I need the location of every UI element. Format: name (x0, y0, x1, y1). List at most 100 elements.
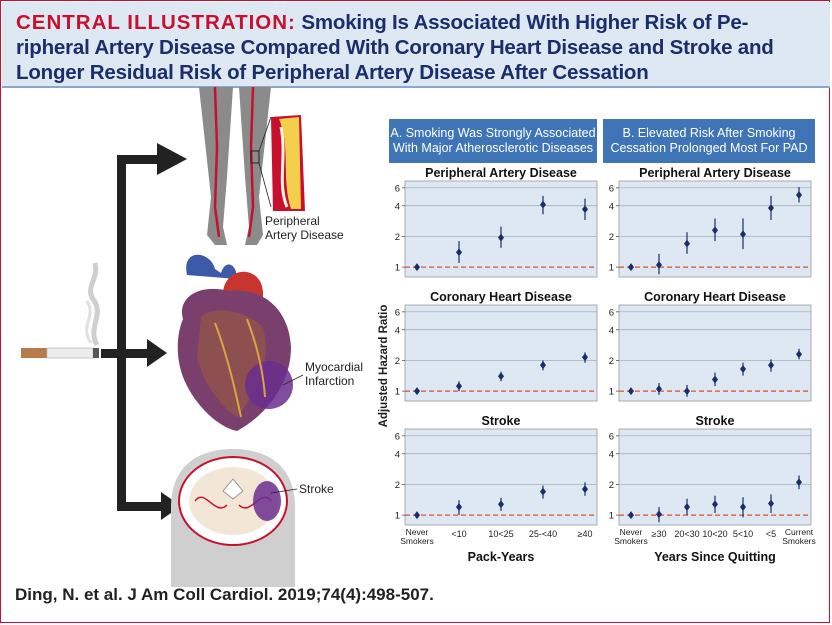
panel-a-heading-line-2: With Major Atherosclerotic Diseases (392, 141, 594, 155)
anatomy-illustration: Peripheral Artery Disease Myocardial Inf… (21, 87, 363, 587)
y-tick-label: 6 (395, 183, 400, 194)
plot-area (618, 304, 812, 402)
x-tick-label: 5<10 (733, 529, 753, 539)
data-point (768, 499, 774, 508)
chart-title: Peripheral Artery Disease (425, 166, 577, 180)
data-point (582, 353, 588, 362)
data-point (498, 500, 504, 509)
panel-a-heading: A. Smoking Was Strongly Associated With M… (389, 119, 597, 163)
title-line-2: ripheral Artery Disease Compared With Co… (16, 36, 774, 59)
y-tick-label: 2 (395, 232, 400, 243)
y-tick-label: 1 (609, 387, 614, 398)
title-banner: CENTRAL ILLUSTRATION: Smoking Is Associa… (2, 2, 830, 88)
mi-label-line-1: Myocardial (305, 360, 363, 374)
x-tick-label: 20<30 (674, 529, 699, 539)
data-point (414, 263, 420, 272)
x-tick-label: Never (406, 527, 429, 537)
title-line-3: Longer Residual Risk of Peripheral Arter… (16, 61, 649, 84)
heart-icon (177, 254, 293, 431)
x-tick-label: Smokers (614, 536, 648, 546)
y-tick-label: 4 (609, 449, 614, 460)
data-point (684, 503, 690, 512)
chart-title: Coronary Heart Disease (430, 290, 572, 304)
y-tick-label: 1 (395, 263, 400, 274)
y-tick-label: 2 (609, 232, 614, 243)
data-point (712, 500, 718, 509)
data-point (796, 191, 802, 200)
mi-label-line-2: Infarction (305, 374, 354, 388)
flow-arrows (101, 143, 187, 520)
data-point (498, 233, 504, 242)
data-point (796, 350, 802, 359)
chart-panel-4: Peripheral Artery Disease 1 2 4 6 (609, 166, 812, 278)
x-axis-label: Pack-Years (468, 550, 535, 564)
data-point (456, 248, 462, 257)
data-point (740, 230, 746, 239)
data-point (582, 485, 588, 494)
hazard-ratio-charts: Adjusted Hazard Ratio Peripheral Artery D… (378, 166, 816, 564)
x-axis-label: Years Since Quitting (654, 550, 776, 564)
panel-a-heading-line-1: A. Smoking Was Strongly Associated (390, 126, 596, 140)
title-line-1: Smoking Is Associated With Higher Risk o… (301, 11, 749, 34)
x-tick-label: ≥30 (652, 529, 667, 539)
legs-icon (199, 87, 305, 245)
chart-title: Coronary Heart Disease (644, 290, 786, 304)
y-tick-label: 2 (609, 356, 614, 367)
data-point (582, 205, 588, 214)
y-tick-label: 1 (395, 387, 400, 398)
y-tick-label: 6 (395, 431, 400, 442)
data-point (628, 263, 634, 272)
brain-icon (171, 449, 295, 587)
chart-panel-2: Coronary Heart Disease 1 2 4 6 (395, 290, 598, 402)
y-tick-label: 6 (395, 307, 400, 318)
panel-b-heading-line-1: B. Elevated Risk After Smoking (622, 126, 796, 140)
data-point (456, 382, 462, 391)
y-tick-label: 2 (395, 480, 400, 491)
chart-panel-5: Coronary Heart Disease 1 2 4 6 (609, 290, 812, 402)
y-tick-label: 6 (609, 307, 614, 318)
data-point (540, 200, 546, 209)
chart-title: Stroke (696, 414, 735, 428)
x-tick-label: Never (620, 527, 643, 537)
y-tick-label: 1 (395, 511, 400, 522)
citation: Ding, N. et al. J Am Coll Cardiol. 2019;… (15, 585, 434, 604)
data-point (656, 260, 662, 269)
figure-title: CENTRAL ILLUSTRATION: Smoking Is Associa… (16, 10, 824, 85)
y-axis-label: Adjusted Hazard Ratio (378, 305, 390, 428)
data-point (456, 503, 462, 512)
data-point (414, 387, 420, 396)
y-tick-label: 4 (609, 201, 614, 212)
plot-area (404, 304, 598, 402)
data-point (768, 204, 774, 213)
panel-b-heading: B. Elevated Risk After Smoking Cessation … (603, 119, 815, 163)
x-tick-label: Smokers (400, 536, 434, 546)
y-tick-label: 4 (395, 325, 400, 336)
data-point (712, 226, 718, 235)
data-point (628, 511, 634, 520)
x-tick-label: <5 (766, 529, 776, 539)
x-tick-label: Current (785, 527, 814, 537)
data-point (712, 375, 718, 384)
y-tick-label: 4 (395, 449, 400, 460)
data-point (540, 361, 546, 370)
x-tick-label: 25-<40 (529, 529, 557, 539)
chart-title: Stroke (482, 414, 521, 428)
y-tick-label: 4 (395, 201, 400, 212)
data-point (540, 487, 546, 496)
data-point (656, 384, 662, 393)
y-tick-label: 4 (609, 325, 614, 336)
data-point (740, 364, 746, 373)
x-tick-label: Smokers (782, 536, 816, 546)
data-point (498, 372, 504, 381)
y-tick-label: 1 (609, 511, 614, 522)
x-tick-label: 10<20 (702, 529, 727, 539)
data-point (628, 387, 634, 396)
chart-title: Peripheral Artery Disease (639, 166, 791, 180)
y-tick-label: 2 (609, 480, 614, 491)
data-point (414, 511, 420, 520)
stroke-label: Stroke (299, 482, 334, 496)
data-point (796, 478, 802, 487)
